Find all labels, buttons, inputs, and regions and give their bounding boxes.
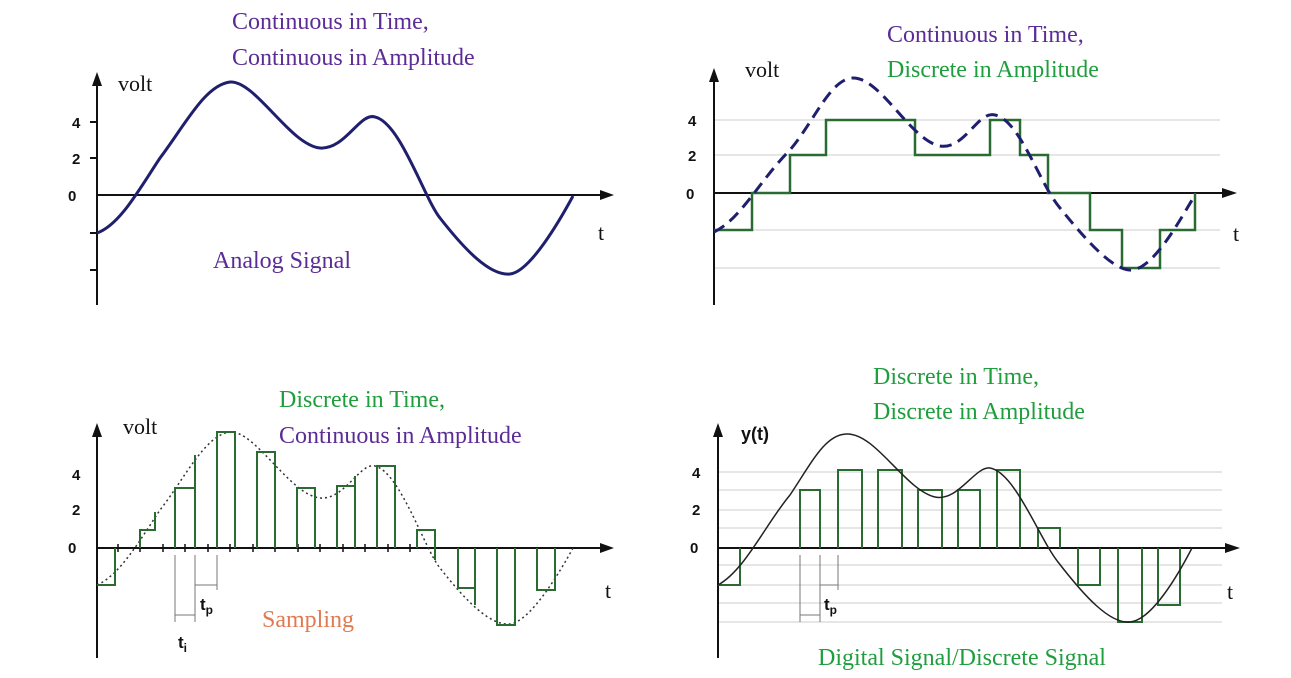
x-axis-arrow bbox=[600, 190, 614, 200]
y-axis-label: y(t) bbox=[741, 424, 769, 444]
panel-title-line1: Continuous in Time, bbox=[232, 9, 429, 35]
interval-markers bbox=[174, 555, 218, 622]
tick-label-0: 0 bbox=[68, 540, 76, 557]
panel-quantized: 4 2 0 volt t Continuous in Time, Discret… bbox=[686, 22, 1239, 305]
tick-label-2: 2 bbox=[692, 502, 700, 519]
y-axis-arrow bbox=[713, 423, 723, 437]
panel-analog: 4 2 0 volt t Continuous in Time, Continu… bbox=[68, 9, 614, 305]
x-axis-label: t bbox=[605, 578, 611, 603]
panel-sampled: 4 2 0 volt t ti tp Discrete bbox=[68, 387, 614, 658]
tick-label-0: 0 bbox=[686, 186, 694, 203]
panel-title-line2: Discrete in Amplitude bbox=[887, 57, 1099, 83]
x-axis-arrow bbox=[600, 543, 614, 553]
interval-markers bbox=[799, 555, 839, 622]
x-axis-label: t bbox=[1227, 579, 1233, 604]
grid-lines bbox=[718, 471, 1222, 623]
panel-caption: Digital Signal/Discrete Signal bbox=[818, 645, 1106, 671]
panel-digital: 4 2 0 y(t) t tp Discrete in Time, D bbox=[690, 364, 1240, 671]
tick-label-0: 0 bbox=[68, 188, 76, 205]
analog-reference bbox=[717, 433, 1193, 623]
panel-title-line2: Continuous in Amplitude bbox=[279, 423, 522, 449]
sample-pulses bbox=[97, 431, 556, 626]
x-axis-label: t bbox=[598, 220, 604, 245]
interval-label: ti bbox=[178, 633, 187, 655]
quantized-staircase bbox=[714, 118, 1197, 270]
panel-title-line2: Continuous in Amplitude bbox=[232, 45, 475, 71]
tick-label-4: 4 bbox=[72, 115, 81, 132]
tick-label-4: 4 bbox=[692, 465, 701, 482]
pulse-width-label: tp bbox=[824, 595, 837, 617]
x-axis-arrow bbox=[1225, 543, 1240, 553]
analog-waveform bbox=[96, 80, 575, 276]
tick-label-2: 2 bbox=[688, 148, 696, 165]
sampling-envelope-dotted bbox=[96, 431, 574, 625]
tick-label-2: 2 bbox=[72, 151, 80, 168]
digital-pulses bbox=[718, 469, 1181, 623]
pulse-width-label: tp bbox=[200, 595, 213, 617]
panel-title-line1: Continuous in Time, bbox=[887, 22, 1084, 48]
y-axis-arrow bbox=[709, 68, 719, 82]
tick-label-4: 4 bbox=[688, 113, 697, 130]
x-axis-arrow bbox=[1222, 188, 1237, 198]
y-axis-label: volt bbox=[123, 414, 157, 439]
y-axis-arrow bbox=[92, 423, 102, 437]
tick-label-4: 4 bbox=[72, 467, 81, 484]
panel-caption: Sampling bbox=[262, 607, 354, 633]
panel-title-line1: Discrete in Time, bbox=[873, 364, 1039, 390]
tick-label-2: 2 bbox=[72, 502, 80, 519]
x-axis-label: t bbox=[1233, 221, 1239, 246]
analog-reference-dashed bbox=[713, 76, 1197, 272]
panel-caption: Analog Signal bbox=[213, 248, 351, 274]
tick-label-0: 0 bbox=[690, 540, 698, 557]
panel-title-line2: Discrete in Amplitude bbox=[873, 399, 1085, 425]
y-axis-arrow bbox=[92, 72, 102, 86]
y-axis-label: volt bbox=[118, 71, 152, 96]
y-axis-label: volt bbox=[745, 57, 779, 82]
panel-title-line1: Discrete in Time, bbox=[279, 387, 445, 413]
